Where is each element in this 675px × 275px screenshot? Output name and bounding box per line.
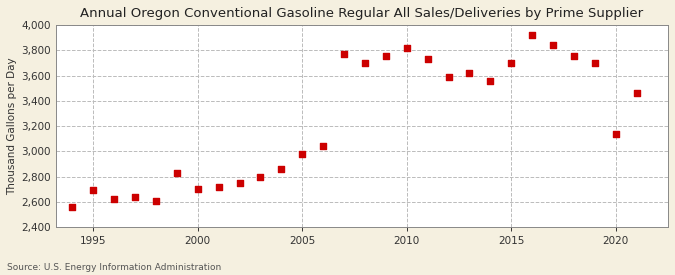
Point (526, 33, 537, 38)
Point (171, 170, 182, 175)
Title: Annual Oregon Conventional Gasoline Regular All Sales/Deliveries by Prime Suppli: Annual Oregon Conventional Gasoline Regu… (80, 7, 643, 20)
Point (234, 181, 245, 185)
Y-axis label: Thousand Gallons per Day: Thousand Gallons per Day (7, 57, 17, 195)
Point (568, 53, 579, 58)
Point (464, 71, 475, 75)
Point (130, 195, 140, 199)
Point (276, 167, 287, 171)
Point (109, 197, 119, 202)
Point (67, 205, 78, 209)
Point (339, 52, 350, 56)
Point (631, 91, 642, 96)
Point (255, 174, 266, 179)
Point (381, 53, 392, 58)
Point (88, 188, 99, 193)
Point (443, 75, 454, 79)
Point (423, 57, 433, 62)
Point (589, 61, 600, 65)
Text: Source: U.S. Energy Information Administration: Source: U.S. Energy Information Administ… (7, 263, 221, 272)
Point (506, 61, 516, 65)
Point (297, 152, 308, 156)
Point (402, 46, 412, 50)
Point (485, 79, 495, 83)
Point (151, 198, 161, 203)
Point (192, 187, 203, 191)
Point (610, 131, 621, 136)
Point (547, 43, 558, 48)
Point (360, 61, 371, 65)
Point (213, 185, 224, 189)
Point (46, 208, 57, 213)
Point (318, 144, 329, 148)
